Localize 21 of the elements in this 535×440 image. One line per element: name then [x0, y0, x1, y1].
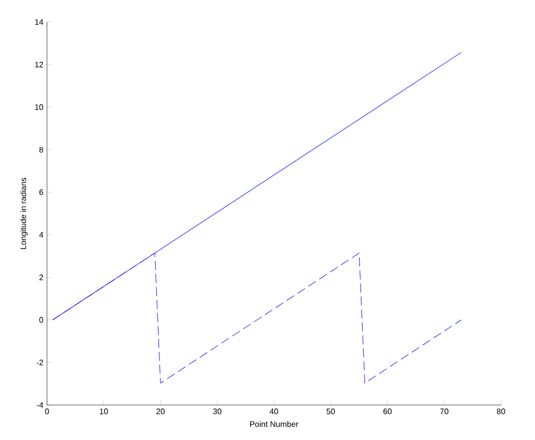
x-tick-label: 40: [270, 408, 278, 414]
x-axis-title: Point Number: [250, 421, 298, 427]
y-tick-label: 4: [39, 232, 44, 238]
y-tick-label: 14: [35, 19, 44, 25]
x-tick-label: 10: [100, 408, 108, 414]
x-tick-label: 0: [45, 408, 49, 414]
y-axis-title: Longitude in radians: [20, 178, 28, 249]
y-tick-label: 0: [39, 317, 44, 323]
y-tick-label: 8: [39, 146, 44, 152]
y-tick-label: 2: [39, 274, 44, 280]
x-tick-label: 20: [156, 408, 165, 414]
x-tick-label: 50: [326, 408, 335, 414]
x-tick-label: 80: [496, 408, 506, 414]
x-tick-label: 30: [213, 408, 222, 414]
y-tick-label: -2: [36, 360, 44, 366]
x-tick-label: 70: [440, 408, 448, 414]
y-tick-label: 6: [39, 189, 44, 196]
y-tick-label: -4: [36, 402, 44, 408]
y-tick-label: 10: [35, 104, 44, 110]
x-tick-label: 60: [383, 408, 392, 414]
y-tick-label: 12: [35, 62, 44, 68]
